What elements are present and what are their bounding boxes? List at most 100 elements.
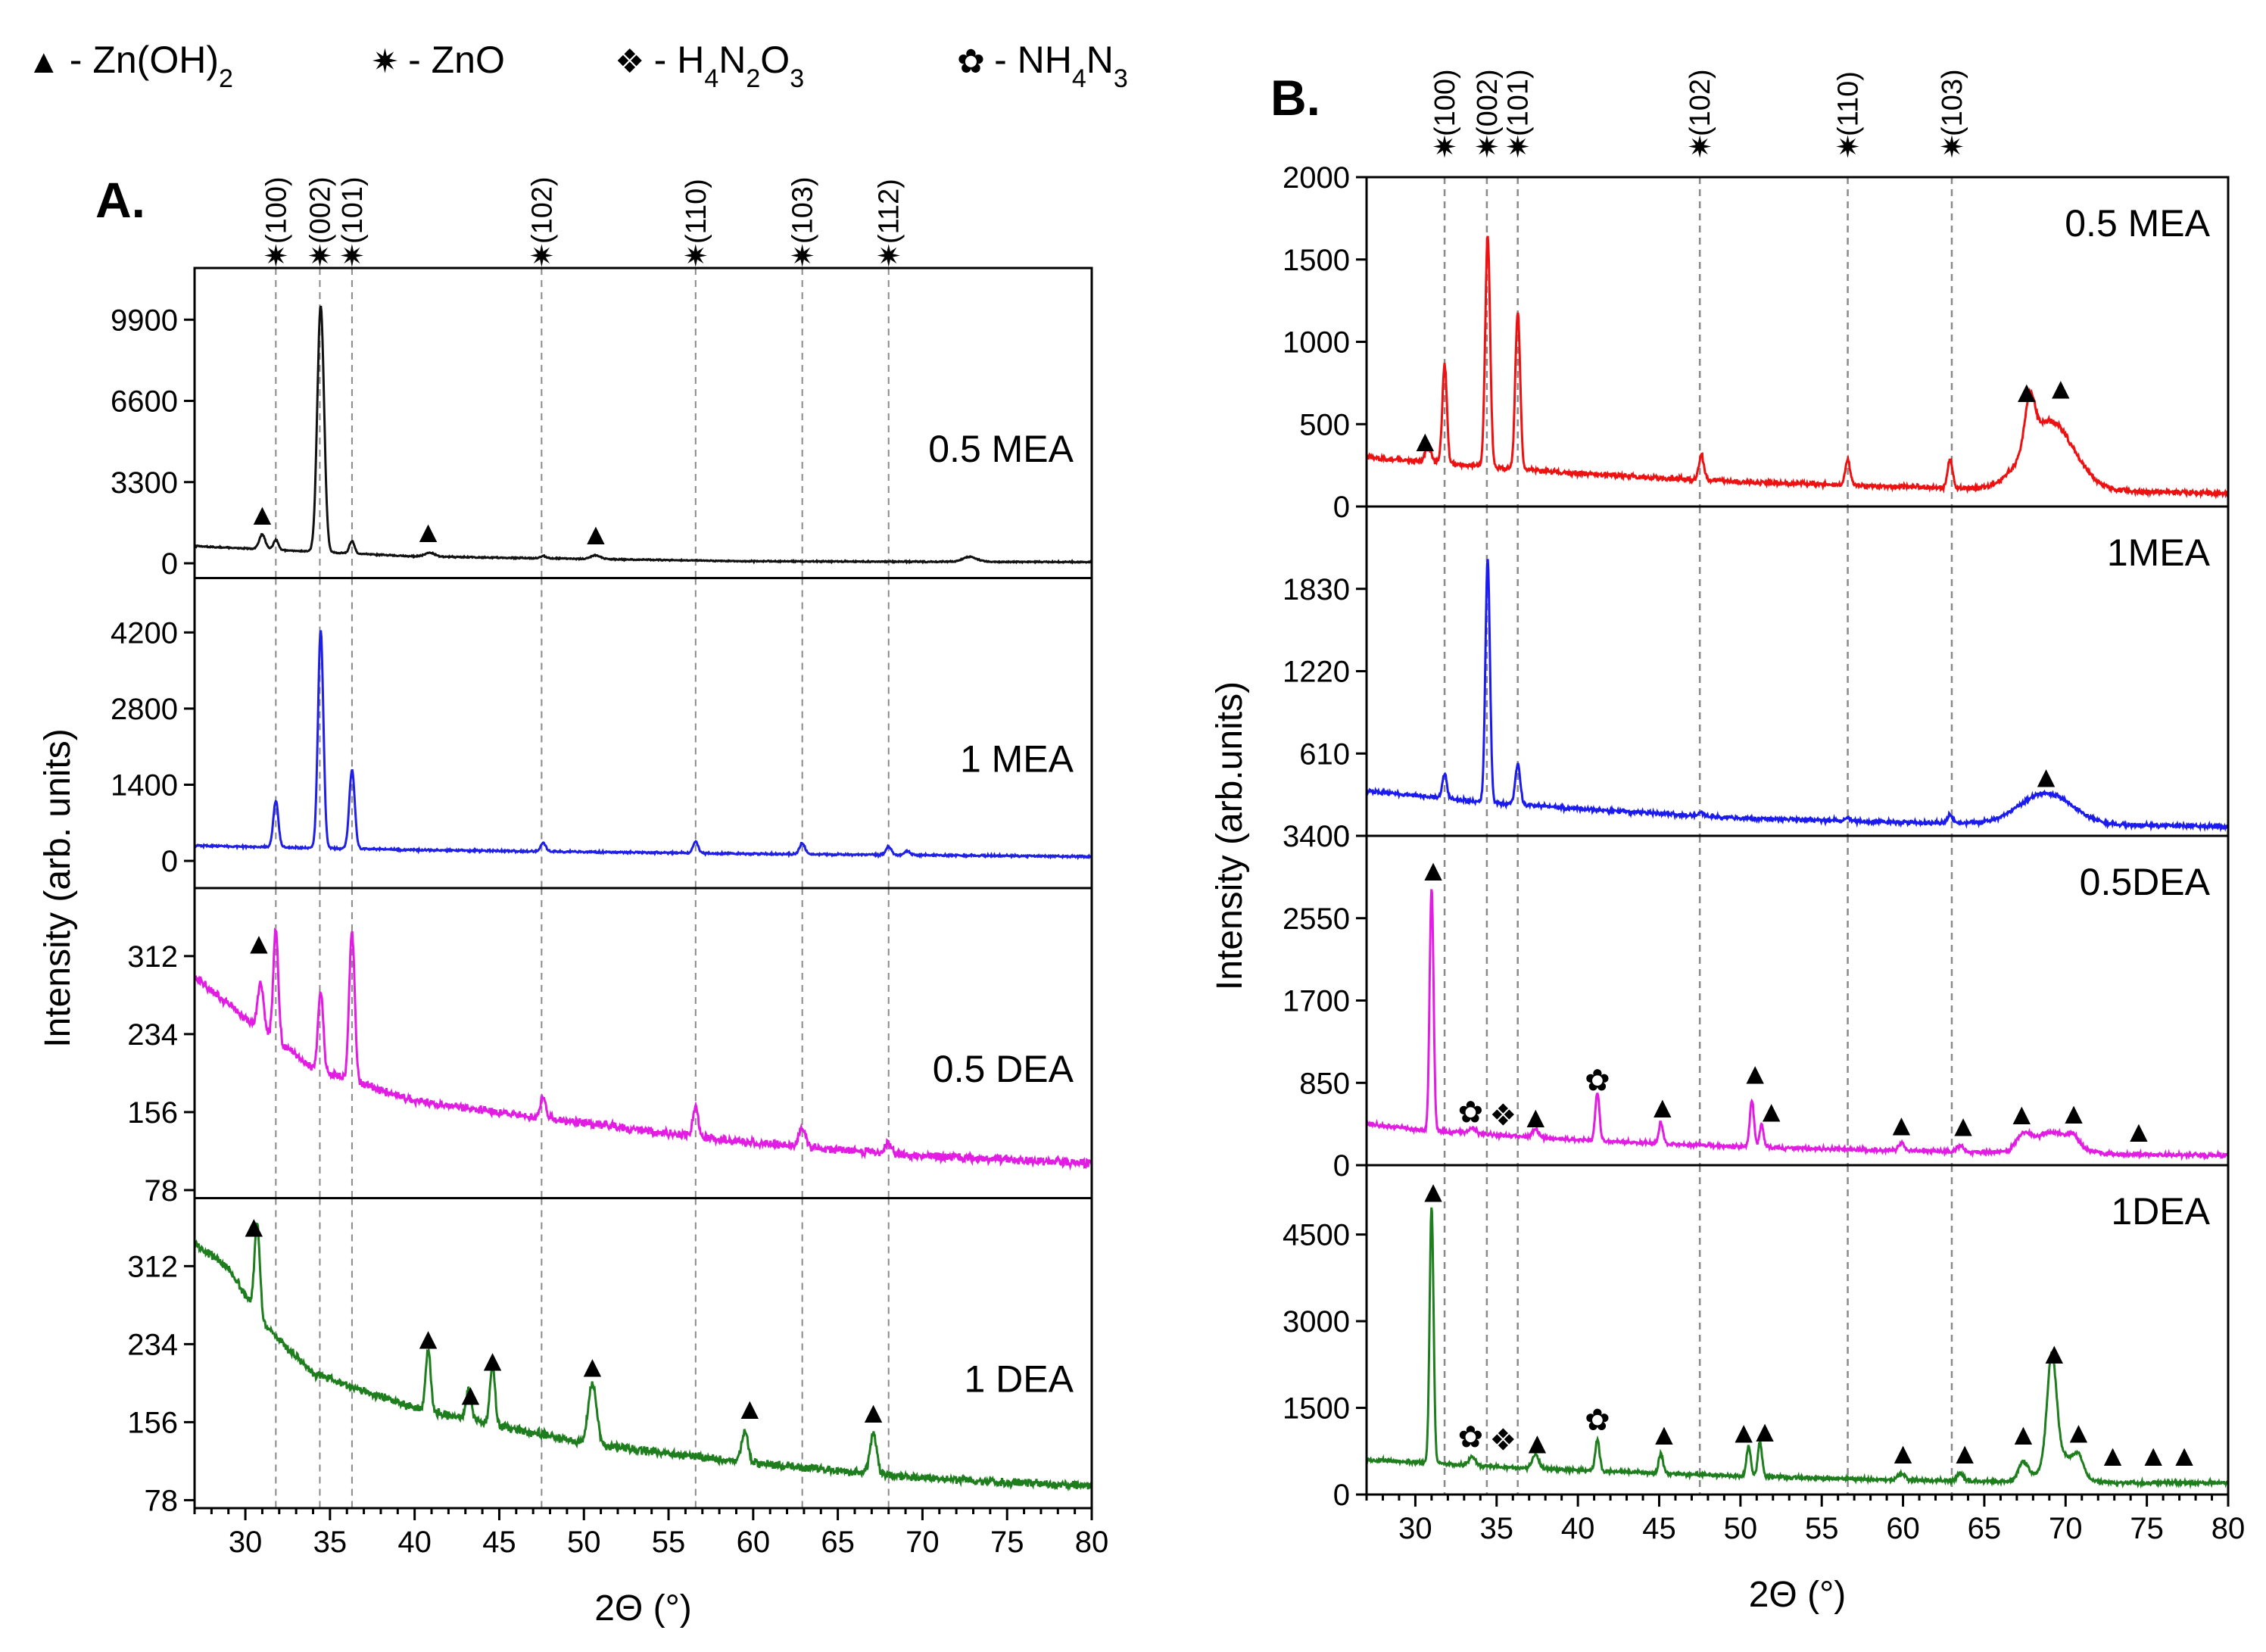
marker-flower: ✿ <box>1458 1421 1484 1454</box>
series-line <box>195 927 1092 1171</box>
x-tick-label: 80 <box>2211 1512 2246 1545</box>
subplot-frame <box>193 887 1093 1199</box>
y-tick-label: 78 <box>145 1174 179 1208</box>
legend-h4n2o3: ❖ - H4N2O3 <box>615 39 804 93</box>
series-label: 1MEA <box>2107 531 2211 574</box>
marker-triangle: ▲ <box>1649 1418 1679 1451</box>
y-tick-label: 850 <box>1299 1067 1350 1100</box>
zno-star-marker: ✷ <box>529 240 555 273</box>
marker-triangle: ▲ <box>2039 1337 2069 1370</box>
subplot-frame <box>1365 505 2230 837</box>
legend-zn-oh2: ▲ - Zn(OH)2 <box>27 39 233 93</box>
x-tick-label: 45 <box>1642 1512 1676 1545</box>
y-tick-label: 0 <box>1333 491 1350 524</box>
y-tick-label: 1500 <box>1283 244 1350 277</box>
legend-nh4n3: ✿ - NH4N3 <box>957 39 1128 93</box>
x-axis: 30 35 40 45 50 55 60 65 70 75 80 2Θ (°) <box>1365 1495 2246 1615</box>
marker-triangle: ▲ <box>248 498 278 531</box>
marker-triangle: ▲ <box>1647 1091 1678 1124</box>
series-label: 0.5DEA <box>2080 861 2211 903</box>
marker-triangle: ▲ <box>1888 1437 1918 1470</box>
marker-triangle: ▲ <box>413 1322 444 1355</box>
legend-zno: ✷ - ZnO <box>371 39 505 81</box>
hkl-label: (100) <box>1429 69 1461 136</box>
marker-triangle: ▲ <box>859 1396 889 1429</box>
x-tick-label: 60 <box>1886 1512 1920 1545</box>
marker-triangle: ▲ <box>2059 1097 2089 1130</box>
subplot-0.5-dea: ▲ 78 156 234 312 0.5 DEA <box>127 887 1093 1208</box>
marker-triangle: ▲ <box>244 927 274 961</box>
series-line <box>195 305 1092 565</box>
y-tick-label: 1830 <box>1283 573 1350 606</box>
y-tick-label: 0 <box>161 845 178 878</box>
zno-star-marker: ✷ <box>1474 131 1500 164</box>
zno-star-marker: ✷ <box>1687 131 1713 164</box>
y-tick-label: 78 <box>145 1484 179 1517</box>
y-tick-label: 610 <box>1299 737 1350 771</box>
x-tick-label: 55 <box>1805 1512 1839 1545</box>
y-tick-label: 6600 <box>111 385 178 419</box>
hkl-annotations: ✷(100)✷(002)✷(101)✷(102)✷(110)✷(103) <box>1429 69 1968 164</box>
x-tick-label: 70 <box>905 1526 940 1559</box>
x-tick-label: 40 <box>1561 1512 1595 1545</box>
y-tick-label: 2550 <box>1283 902 1350 936</box>
marker-triangle: ▲ <box>1521 1101 1551 1134</box>
subplot-1mea: ▲ 0 610 1220 1830 1MEA <box>1283 505 2230 853</box>
marker-triangle: ▲ <box>1418 854 1448 887</box>
x-tick-label: 30 <box>229 1526 263 1559</box>
y-tick-label: 0 <box>161 547 178 581</box>
zno-star-marker: ✷ <box>263 240 289 273</box>
x-tick-label: 35 <box>1480 1512 1514 1545</box>
marker-triangle: ▲ <box>456 1378 486 1411</box>
y-tick-label: 2000 <box>1283 161 1350 195</box>
y-tick-label: 1500 <box>1283 1392 1350 1426</box>
series-line <box>1367 235 2228 500</box>
marker-triangle: ▲ <box>2046 372 2076 405</box>
series-line <box>195 1222 1092 1491</box>
x-tick-label: 75 <box>990 1526 1024 1559</box>
y-tick-label: 312 <box>127 940 178 974</box>
series-line <box>1367 559 2228 833</box>
hkl-label: (002) <box>304 176 336 244</box>
x-tick-label: 65 <box>1968 1512 2002 1545</box>
marker-triangle: ▲ <box>1418 1175 1448 1208</box>
x-axis: 30 35 40 45 50 55 60 65 70 75 80 2Θ (°) <box>193 1508 1109 1629</box>
hkl-label: (101) <box>337 176 369 244</box>
x-tick-label: 50 <box>567 1526 601 1559</box>
legend: ▲ - Zn(OH)2 ✷ - ZnO ❖ - H4N2O3 ✿ - NH4N3 <box>27 39 1128 93</box>
x-axis-title: 2Θ (°) <box>594 1588 692 1629</box>
zno-star-marker: ✷ <box>790 240 815 273</box>
marker-triangle: ▲ <box>2098 1439 2128 1473</box>
series-label: 0.5 DEA <box>933 1048 1074 1090</box>
x-tick-label: 80 <box>1075 1526 1109 1559</box>
marker-triangle: ▲ <box>1950 1437 1980 1470</box>
marker-triangle: ▲ <box>413 516 444 549</box>
series-line <box>195 630 1092 861</box>
subplot-0.5-mea: ▲ ▲ ▲ 0 3300 6600 9900 0.5 MEA <box>111 267 1093 581</box>
series-label: 1 MEA <box>960 738 1074 781</box>
hkl-annotations: ✷(100)✷(002)✷(101)✷(102)✷(110)✷(103)✷(11… <box>260 176 905 273</box>
marker-triangle: ▲ <box>238 1210 269 1243</box>
hkl-label: (100) <box>260 176 292 244</box>
marker-triangle: ▲ <box>2138 1439 2168 1473</box>
zno-star-marker: ✷ <box>307 240 333 273</box>
marker-triangle: ▲ <box>581 518 611 551</box>
marker-triangle: ▲ <box>2124 1115 2154 1149</box>
y-tick-label: 3000 <box>1283 1305 1350 1339</box>
subplot-frame <box>1365 1164 2230 1496</box>
hkl-label: (102) <box>526 176 558 244</box>
series-label: 0.5 MEA <box>2065 202 2210 245</box>
y-tick-label: 1400 <box>111 769 178 803</box>
zno-star-marker: ✷ <box>1835 131 1861 164</box>
marker-flower: ✿ <box>1585 1404 1610 1437</box>
hkl-label: (101) <box>1503 69 1535 136</box>
zno-star-marker: ✷ <box>339 240 365 273</box>
x-tick-label: 65 <box>821 1526 855 1559</box>
y-tick-label: 3300 <box>111 466 178 500</box>
y-tick-label: 234 <box>127 1328 178 1361</box>
